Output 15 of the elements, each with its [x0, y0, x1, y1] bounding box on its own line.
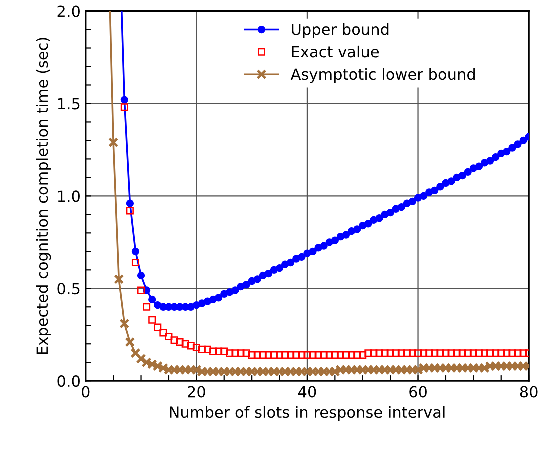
y-tick-label: 1.5 — [58, 98, 80, 110]
y-tick-label: 0.0 — [58, 376, 80, 388]
x-tick-label: 0 — [82, 386, 90, 398]
y-axis-title: Expected cognition completion time (sec) — [36, 38, 52, 354]
x-axis-title: Number of slots in response interval — [170, 406, 445, 422]
x-tick-label: 40 — [298, 386, 316, 398]
x-tick-label: 20 — [188, 386, 206, 398]
legend-label: Upper bound — [292, 23, 389, 38]
y-tick-label: 2.0 — [58, 6, 80, 18]
x-tick-label: 80 — [520, 386, 538, 398]
legend-label: Exact value — [292, 46, 379, 58]
y-tick-label: 1.0 — [58, 190, 80, 202]
legend-label: Asymptotic lower bound — [290, 68, 475, 84]
y-tick-label: 0.5 — [58, 283, 80, 295]
x-tick-label: 60 — [410, 386, 427, 398]
